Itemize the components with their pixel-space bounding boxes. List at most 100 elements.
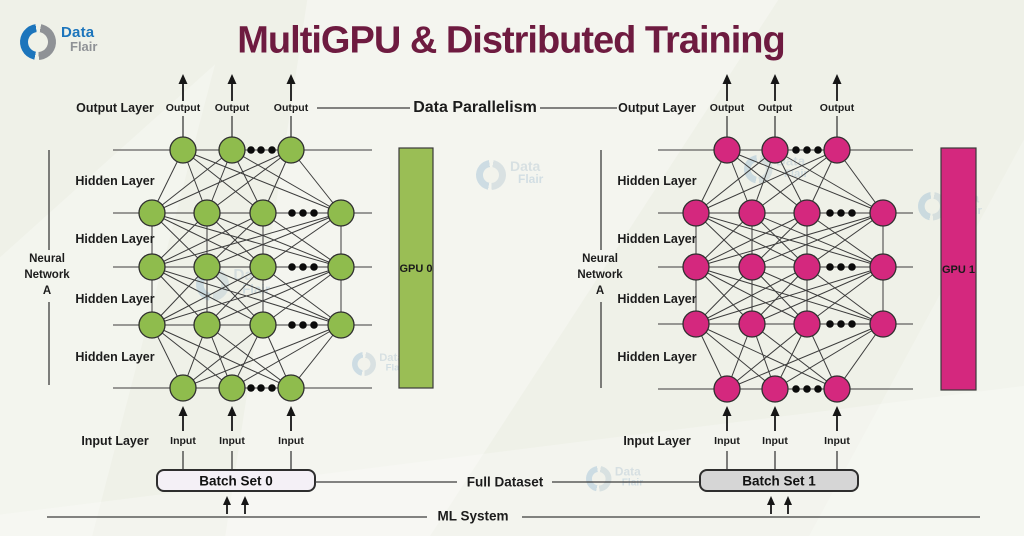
ellipsis-dot: [268, 384, 276, 392]
ellipsis-dot: [792, 146, 800, 154]
connection-edge: [695, 266, 884, 325]
connection-edge: [726, 323, 884, 390]
neuron-node: [277, 374, 305, 402]
neuron-node: [169, 136, 197, 164]
connection-edge: [695, 212, 808, 268]
neuron-node: [193, 199, 221, 227]
ellipsis-dot: [268, 146, 276, 154]
watermark-text-data: Data: [614, 464, 641, 478]
connection-edge: [726, 323, 808, 390]
batch-feed-arrow-head: [223, 496, 231, 505]
neuron-node: [218, 136, 246, 164]
ellipsis-dot: [848, 320, 856, 328]
neuron-node: [869, 253, 897, 281]
neuron-node: [277, 136, 305, 164]
input-arrow-head: [178, 406, 188, 416]
neuron-node: [793, 199, 821, 227]
neuron-node: [193, 253, 221, 281]
neuron-node: [713, 136, 741, 164]
ellipsis-dot: [299, 209, 307, 217]
batch-feed-arrow-head: [767, 496, 775, 505]
connection-edge: [726, 149, 884, 214]
connection-edge: [151, 266, 342, 326]
ellipsis-dot: [288, 263, 296, 271]
ellipsis-dot: [247, 146, 255, 154]
watermark-text-data: Data: [510, 158, 541, 174]
neuron-node: [682, 253, 710, 281]
connection-edge: [206, 266, 342, 326]
neuron-node: [249, 199, 277, 227]
batch-feed-arrow-head: [784, 496, 792, 505]
output-arrow-head: [832, 74, 842, 84]
dataflair-logo-icon: [15, 19, 61, 65]
neuron-node: [869, 310, 897, 338]
neuron-node: [823, 375, 851, 403]
ellipsis-dot: [310, 321, 318, 329]
connection-edge: [182, 324, 342, 389]
gpu-bar: [940, 147, 977, 391]
neuron-node: [682, 310, 710, 338]
neural-network-a-gpu1: GPU 1 Batch Set 1: [600, 74, 977, 514]
neuron-node: [169, 374, 197, 402]
neuron-node: [138, 311, 166, 339]
neuron-node: [761, 136, 789, 164]
gpu-bar-label: GPU 1: [942, 264, 975, 276]
connection-edge: [751, 212, 884, 268]
batch-set-label: Batch Set 1: [742, 474, 816, 489]
output-arrow-head: [286, 74, 296, 84]
connection-edge: [151, 266, 264, 326]
connection-edge: [231, 324, 342, 389]
connection-edge: [206, 212, 342, 268]
neuron-node: [823, 136, 851, 164]
connection-edge: [151, 149, 233, 214]
connection-edge: [751, 266, 884, 325]
input-arrow-head: [832, 406, 842, 416]
connection-edge: [182, 149, 342, 214]
connection-edge: [751, 323, 838, 390]
ellipsis-dot: [837, 209, 845, 217]
ellipsis-dot: [837, 263, 845, 271]
neuron-node: [869, 199, 897, 227]
batch-set-box: [156, 469, 316, 492]
input-arrow-head: [227, 406, 237, 416]
neural-network-a-gpu0: GPU 0 Batch Set 0: [48, 74, 434, 514]
connection-edge: [182, 149, 264, 214]
input-arrow-head: [286, 406, 296, 416]
neuron-node: [738, 199, 766, 227]
ellipsis-dot: [803, 146, 811, 154]
batch-set-label: Batch Set 0: [199, 474, 273, 489]
neuron-node: [327, 253, 355, 281]
ellipsis-dot: [792, 385, 800, 393]
connection-edge: [751, 149, 838, 214]
ellipsis-dot: [310, 263, 318, 271]
connection-edge: [774, 149, 884, 214]
ellipsis-dot: [826, 320, 834, 328]
output-arrow-head: [770, 74, 780, 84]
connection-edge: [806, 212, 884, 268]
connection-edge: [806, 266, 884, 325]
connection-edge: [151, 324, 233, 389]
dataflair-watermark: Data Flair: [472, 156, 544, 194]
watermark-text-data: Data: [379, 350, 404, 364]
connection-edge: [182, 324, 264, 389]
neuron-node: [793, 310, 821, 338]
ellipsis-dot: [247, 384, 255, 392]
batch-feed-arrow-head: [241, 496, 249, 505]
ellipsis-dot: [848, 263, 856, 271]
watermark-text-flair: Flair: [385, 361, 406, 373]
neuron-node: [218, 374, 246, 402]
ellipsis-dot: [299, 321, 307, 329]
connection-edge: [695, 149, 776, 214]
logo-text-data: Data: [61, 24, 95, 41]
neuron-node: [327, 311, 355, 339]
neuron-node: [249, 311, 277, 339]
logo-text-flair: Flair: [70, 39, 98, 54]
neuron-node: [713, 375, 741, 403]
neuron-node: [738, 253, 766, 281]
ellipsis-dot: [288, 321, 296, 329]
gpu-bar: [398, 147, 434, 389]
watermark-text-flair: Flair: [518, 172, 544, 186]
connection-edge: [206, 324, 292, 389]
